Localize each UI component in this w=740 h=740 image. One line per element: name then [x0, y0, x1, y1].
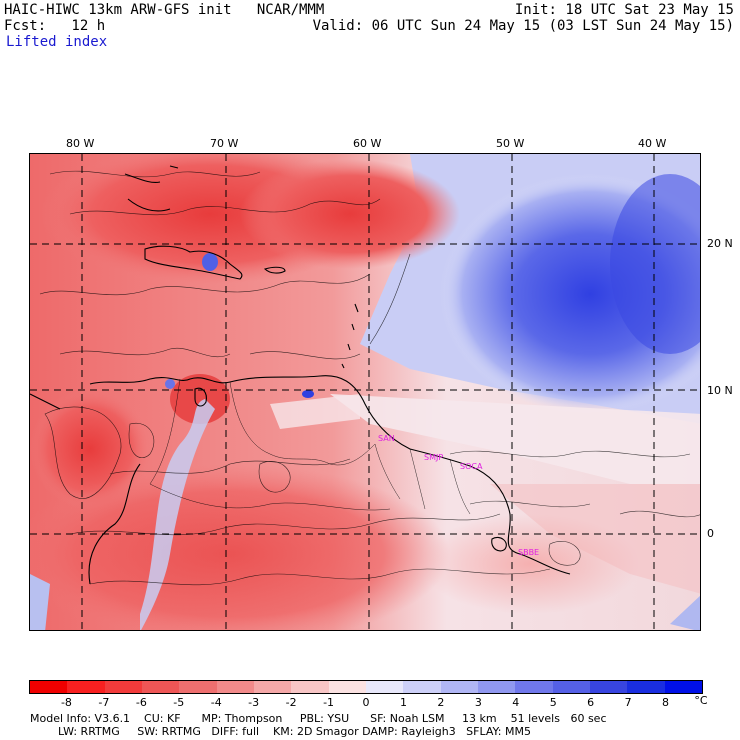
model-info-line1: Model Info: V3.6.1 CU: KF MP: Thompson P…	[30, 712, 607, 725]
field-name: Lifted index	[6, 34, 108, 50]
model-info-line2: LW: RRTMG SW: RRTMG DIFF: full KM: 2D Sm…	[58, 725, 531, 738]
colorbar-swatch	[328, 681, 366, 693]
colorbar-swatch	[365, 681, 404, 693]
map-canvas: SAN SMJP SOCA SBBE	[30, 154, 700, 630]
colorbar-tick-label: 5	[549, 696, 557, 709]
colorbar-tick-label: -6	[135, 696, 147, 709]
colorbar-unit: °C	[694, 694, 708, 707]
colorbar-swatch	[515, 681, 553, 693]
colorbar-swatch	[664, 681, 702, 693]
lat-label-20n: 20 N	[707, 237, 733, 250]
colorbar-tick-label: 4	[512, 696, 520, 709]
colorbar-swatch	[253, 681, 292, 693]
lon-label-40w: 40 W	[638, 137, 667, 150]
colorbar-swatch	[403, 681, 441, 693]
colorbar-swatch	[291, 681, 329, 693]
init-time: Init: 18 UTC Sat 23 May 15	[514, 2, 734, 18]
colorbar-tick-label: 3	[474, 696, 482, 709]
colorbar-tick-label: -3	[248, 696, 260, 709]
colorbar-swatch	[179, 681, 217, 693]
lifted-index-map[interactable]: SAN SMJP SOCA SBBE	[29, 153, 701, 631]
lon-label-70w: 70 W	[210, 137, 239, 150]
lon-label-50w: 50 W	[496, 137, 525, 150]
lat-label-0: 0	[707, 527, 714, 540]
model-title: HAIC-HIWC 13km ARW-GFS init NCAR/MMM	[4, 2, 325, 18]
colorbar-tick-label: 0	[362, 696, 370, 709]
colorbar-swatch	[627, 681, 665, 693]
lat-label-10n: 10 N	[707, 384, 733, 397]
colorbar-tick-label: -1	[323, 696, 335, 709]
colorbar-tick-label: 1	[399, 696, 407, 709]
colorbar-tick-label: -2	[285, 696, 297, 709]
forecast-hour: Fcst: 12 h	[4, 18, 106, 34]
lon-label-60w: 60 W	[353, 137, 382, 150]
colorbar-tick-label: -5	[173, 696, 185, 709]
colorbar	[29, 680, 703, 694]
city-label-soca: SOCA	[460, 462, 483, 471]
colorbar-swatch	[141, 681, 180, 693]
colorbar-tick-label: -8	[60, 696, 72, 709]
city-label-smjp: SMJP	[424, 453, 443, 462]
colorbar-swatch	[589, 681, 628, 693]
lon-label-80w: 80 W	[66, 137, 95, 150]
colorbar-swatch	[67, 681, 105, 693]
colorbar-tick-label: -4	[210, 696, 222, 709]
colorbar-swatch	[104, 681, 142, 693]
colorbar-tick-label: 2	[437, 696, 445, 709]
colorbar-tick-label: 6	[587, 696, 595, 709]
colorbar-swatch	[216, 681, 254, 693]
city-label-sbbe: SBBE	[518, 548, 539, 557]
colorbar-swatch	[552, 681, 590, 693]
colorbar-tick-label: 7	[624, 696, 632, 709]
valid-time: Valid: 06 UTC Sun 24 May 15 (03 LST Sun …	[312, 18, 734, 34]
colorbar-swatch	[30, 681, 68, 693]
colorbar-tick-label: -7	[98, 696, 110, 709]
city-label-san: SAN	[378, 434, 395, 443]
colorbar-swatch	[440, 681, 478, 693]
colorbar-tick-label: 8	[662, 696, 670, 709]
colorbar-swatch	[477, 681, 516, 693]
